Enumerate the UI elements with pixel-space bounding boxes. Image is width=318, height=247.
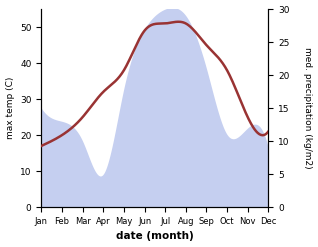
Y-axis label: med. precipitation (kg/m2): med. precipitation (kg/m2) <box>303 47 313 169</box>
X-axis label: date (month): date (month) <box>116 231 194 242</box>
Y-axis label: max temp (C): max temp (C) <box>5 77 15 139</box>
